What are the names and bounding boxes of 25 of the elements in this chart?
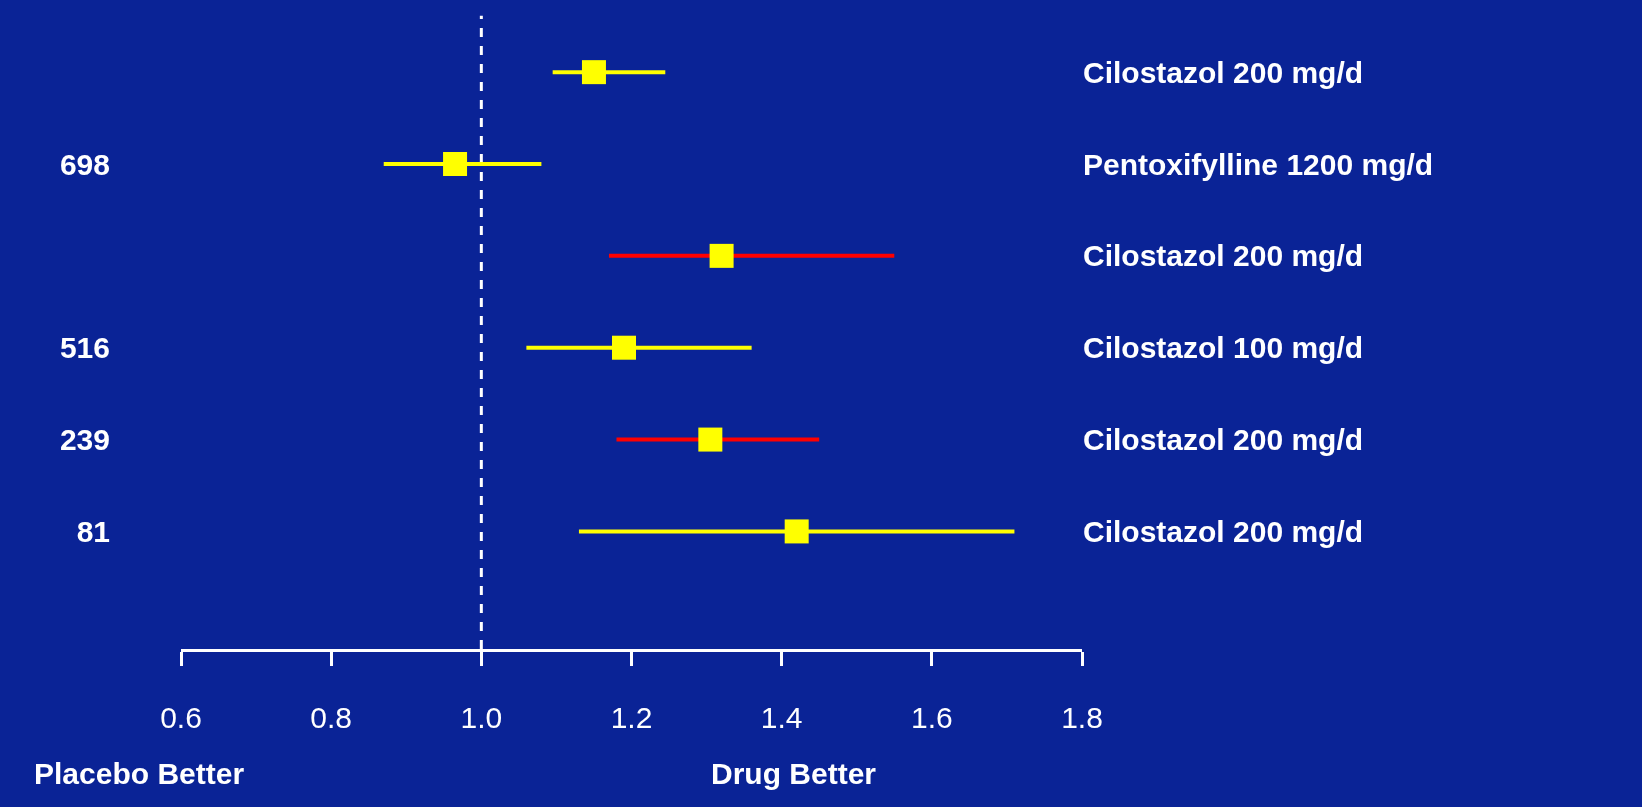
point bbox=[709, 243, 734, 268]
y-tick-label: 239 bbox=[59, 423, 110, 457]
x-tick-label: 1.0 bbox=[460, 701, 503, 734]
point bbox=[581, 60, 606, 85]
point bbox=[611, 335, 636, 360]
x-tick-label: 1.6 bbox=[910, 701, 953, 734]
x-tick-label: 0.6 bbox=[160, 701, 202, 734]
text: Placebo Better bbox=[34, 757, 245, 790]
y-tick-label: 81 bbox=[76, 514, 110, 548]
y-tick-label: 698 bbox=[59, 147, 110, 181]
y2-tick-label: Pentoxifylline 1200 mg/d bbox=[1083, 147, 1434, 181]
x-tick-label: 1.4 bbox=[760, 701, 803, 734]
text: Drug Better bbox=[711, 757, 877, 790]
y2-tick-label: Cilostazol 200 mg/d bbox=[1083, 423, 1364, 457]
y-tick-label: 516 bbox=[59, 331, 110, 365]
y2-tick-label: Cilostazol 200 mg/d bbox=[1083, 55, 1364, 89]
point bbox=[698, 427, 723, 452]
point bbox=[784, 519, 809, 544]
point bbox=[443, 152, 468, 176]
y2-tick-label: Cilostazol 100 mg/d bbox=[1083, 331, 1364, 365]
x-tick-label: 1.8 bbox=[1061, 701, 1103, 734]
x-tick-label: 1.2 bbox=[610, 701, 653, 734]
y2-tick-label: Cilostazol 200 mg/d bbox=[1083, 514, 1364, 548]
y2-tick-label: Cilostazol 200 mg/d bbox=[1083, 239, 1364, 273]
x-tick-label: 0.8 bbox=[310, 701, 353, 734]
